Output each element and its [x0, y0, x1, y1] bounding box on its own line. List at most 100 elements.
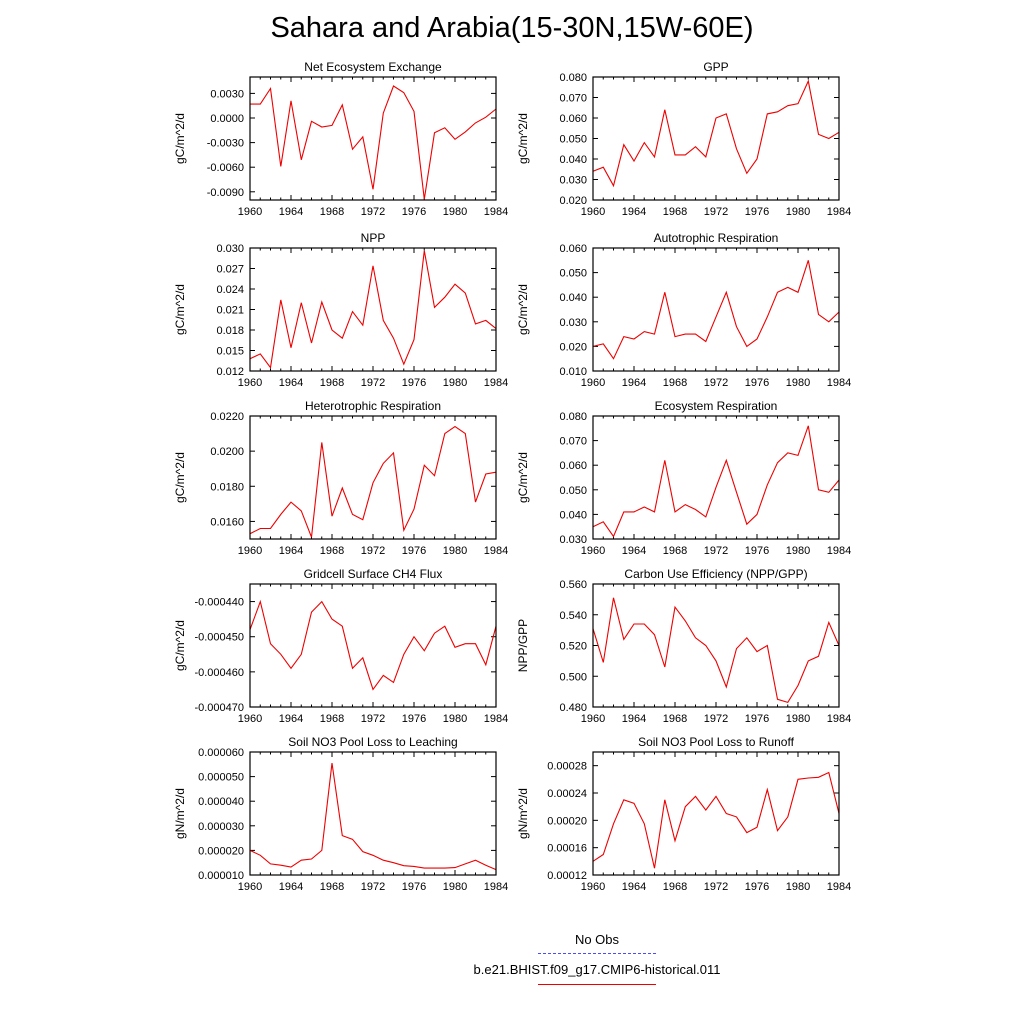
x-tick-label: 1968	[663, 713, 687, 725]
x-tick-label: 1968	[663, 545, 687, 557]
chart-title: Autotrophic Respiration	[654, 231, 779, 245]
series-line	[249, 763, 497, 871]
x-tick-label: 1980	[443, 545, 467, 557]
x-tick-label: 1964	[279, 377, 303, 389]
series-line	[592, 79, 840, 188]
y-tick-label: -0.000450	[194, 632, 244, 644]
chart-title: GPP	[703, 60, 728, 74]
y-tick-label: 0.00016	[547, 843, 587, 855]
y-tick-label: 0.060	[559, 243, 587, 255]
series-line	[592, 771, 840, 869]
y-axis-label: gN/m^2/d	[173, 788, 187, 839]
plot-frame	[592, 751, 840, 876]
x-tick-label: 1984	[484, 377, 508, 389]
plot-frame	[249, 583, 497, 708]
x-tick-label: 1964	[279, 881, 303, 893]
y-tick-label: 0.024	[216, 284, 244, 296]
y-tick-label: 0.021	[216, 305, 244, 317]
series-line	[592, 260, 840, 360]
y-axis-label: gC/m^2/d	[173, 284, 187, 335]
y-tick-label: 0.040	[559, 292, 587, 304]
y-tick-label: 0.070	[559, 93, 587, 105]
chart-title: Gridcell Surface CH4 Flux	[304, 567, 443, 581]
x-tick-label: 1976	[402, 881, 426, 893]
x-tick-label: 1976	[402, 377, 426, 389]
x-tick-label: 1964	[622, 377, 646, 389]
x-tick-label: 1972	[704, 713, 728, 725]
plot-frame	[592, 583, 840, 708]
y-tick-label: 0.060	[559, 113, 587, 125]
x-tick-label: 1984	[827, 713, 851, 725]
y-tick-label: 0.050	[559, 485, 587, 497]
x-tick-label: 1972	[704, 545, 728, 557]
x-tick-label: 1968	[663, 881, 687, 893]
y-tick-label: 0.050	[559, 268, 587, 280]
page-title: Sahara and Arabia(15-30N,15W-60E)	[270, 12, 754, 44]
y-tick-label: 0.080	[559, 72, 587, 84]
y-tick-label: 0.030	[559, 317, 587, 329]
y-tick-label: 0.000040	[198, 796, 244, 808]
y-axis-label: gN/m^2/d	[516, 788, 530, 839]
y-tick-label: 0.000050	[198, 772, 244, 784]
x-tick-label: 1972	[361, 206, 385, 218]
x-tick-label: 1976	[745, 545, 769, 557]
y-tick-label: -0.000470	[194, 702, 244, 714]
x-tick-label: 1980	[443, 881, 467, 893]
x-tick-label: 1960	[581, 206, 605, 218]
y-tick-label: 0.00012	[547, 870, 587, 882]
y-tick-label: 0.560	[559, 579, 587, 591]
y-axis-label: gC/m^2/d	[173, 452, 187, 503]
y-tick-label: 0.000020	[198, 845, 244, 857]
chart-panel-7: Gridcell Surface CH4 Flux gC/m^2/d 1960 196…	[173, 567, 508, 725]
chart-panel-5: Heterotrophic Respiration gC/m^2/d 1960 196…	[173, 399, 508, 557]
y-tick-label: 0.520	[559, 641, 587, 653]
x-tick-label: 1964	[622, 713, 646, 725]
chart-panel-1: Net Ecosystem Exchange gC/m^2/d 1960 1964 19…	[173, 60, 508, 218]
x-tick-label: 1968	[320, 206, 344, 218]
legend-run-label: b.e21.BHIST.f09_g17.CMIP6-historical.011	[473, 962, 721, 977]
legend-obs-label: No Obs	[574, 932, 620, 947]
x-tick-label: 1984	[484, 713, 508, 725]
x-tick-label: 1960	[238, 377, 262, 389]
x-tick-label: 1980	[443, 377, 467, 389]
y-tick-label: 0.080	[559, 411, 587, 423]
x-tick-label: 1968	[320, 377, 344, 389]
series-line	[249, 250, 497, 369]
x-tick-label: 1960	[238, 881, 262, 893]
y-tick-label: 0.0180	[210, 481, 244, 493]
series-line	[250, 85, 497, 200]
y-axis-label: NPP/GPP	[516, 619, 530, 672]
y-tick-label: 0.010	[559, 366, 587, 378]
chart-panel-3: NPP gC/m^2/d 1960 1964 1968 1972 1976 1980 1984 0…	[173, 231, 508, 389]
plot-frame	[249, 415, 497, 540]
legend-obs-line	[538, 953, 656, 954]
x-tick-label: 1976	[402, 713, 426, 725]
y-tick-label: 0.00020	[547, 815, 587, 827]
plot-frame	[249, 76, 497, 201]
y-tick-label: 0.540	[559, 610, 587, 622]
y-tick-label: 0.060	[559, 460, 587, 472]
x-tick-label: 1960	[581, 377, 605, 389]
x-tick-label: 1964	[279, 206, 303, 218]
series-line	[249, 425, 497, 538]
y-axis-label: gC/m^2/d	[516, 452, 530, 503]
x-tick-label: 1972	[361, 881, 385, 893]
x-tick-label: 1980	[786, 881, 810, 893]
x-tick-label: 1972	[361, 377, 385, 389]
x-tick-label: 1960	[581, 713, 605, 725]
x-tick-label: 1972	[361, 713, 385, 725]
y-tick-label: 0.0200	[210, 446, 244, 458]
y-tick-label: 0.040	[559, 154, 587, 166]
y-tick-label: 0.012	[216, 366, 244, 378]
plot-frame	[592, 415, 840, 540]
x-tick-label: 1968	[320, 881, 344, 893]
x-tick-label: 1984	[827, 545, 851, 557]
legend-run-line	[538, 984, 656, 985]
x-tick-label: 1980	[786, 713, 810, 725]
x-tick-label: 1984	[484, 206, 508, 218]
x-tick-label: 1964	[622, 881, 646, 893]
y-axis-label: gC/m^2/d	[516, 113, 530, 164]
y-tick-label: 0.040	[559, 509, 587, 521]
chart-title: Carbon Use Efficiency (NPP/GPP)	[624, 567, 807, 581]
x-tick-label: 1964	[622, 206, 646, 218]
